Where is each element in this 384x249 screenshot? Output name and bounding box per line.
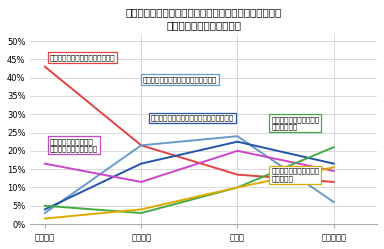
Text: 「活動休止」の報道量の多さに関する不満: 「活動休止」の報道量の多さに関する不満 <box>151 115 234 121</box>
Text: 「活動休止」の報道内容
に関する不満: 「活動休止」の報道内容 に関する不満 <box>271 116 319 130</box>
Text: ライブなど今後の活動に
関する不満: ライブなど今後の活動に 関する不満 <box>271 168 319 182</box>
Title: 図表４：「嵐活動休止」に関する不満内容の時系列変化
（日別の構成比トレンド）: 図表４：「嵐活動休止」に関する不満内容の時系列変化 （日別の構成比トレンド） <box>126 7 282 30</box>
Text: 「活動休止」を悲しむ・惜しむ声: 「活動休止」を悲しむ・惜しむ声 <box>50 54 115 61</box>
Text: 「活動休止」に対する
周囲の反応に関する不満: 「活動休止」に対する 周囲の反応に関する不満 <box>50 138 98 152</box>
Text: 「メンバー会見」の内容に関する不満: 「メンバー会見」の内容に関する不満 <box>143 76 217 83</box>
